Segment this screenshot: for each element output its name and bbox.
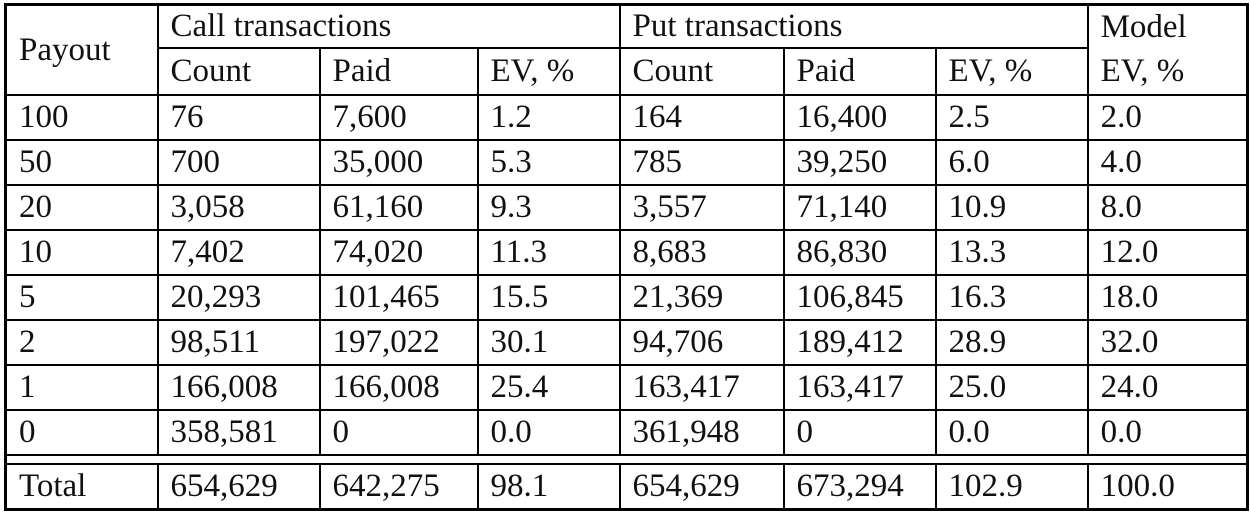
table-row: 10 7,402 74,020 11.3 8,683 86,830 13.3 1… — [4, 229, 1249, 276]
cell-call-ev: 1.2 — [476, 94, 621, 141]
cell-call-count: 166,008 — [156, 364, 321, 411]
column-header-call-paid: Paid — [318, 46, 479, 97]
cell-call-count: 76 — [156, 94, 321, 141]
column-header-call-count: Count — [156, 46, 321, 97]
cell-model-ev: 12.0 — [1086, 229, 1249, 276]
table-row: 2 98,511 197,022 30.1 94,706 189,412 28.… — [4, 319, 1249, 366]
cell-total-call-count: 654,629 — [156, 463, 321, 510]
cell-call-ev: 25.4 — [476, 364, 621, 411]
payout-transactions-table: Payout Call transactions Put transaction… — [4, 3, 1250, 511]
cell-put-count: 94,706 — [618, 319, 785, 366]
cell-model-ev: 0.0 — [1086, 409, 1249, 456]
cell-call-paid: 35,000 — [318, 139, 479, 186]
cell-total-model-ev: 100.0 — [1086, 463, 1249, 510]
column-group-put-transactions: Put transactions — [618, 3, 1089, 49]
cell-total-label: Total — [4, 463, 159, 510]
cell-call-ev: 0.0 — [476, 409, 621, 456]
cell-put-count: 21,369 — [618, 274, 785, 321]
cell-model-ev: 24.0 — [1086, 364, 1249, 411]
cell-put-ev: 10.9 — [934, 184, 1089, 231]
column-header-call-ev: EV, % — [476, 46, 621, 97]
table-row: 0 358,581 0 0.0 361,948 0 0.0 0.0 — [4, 409, 1249, 456]
cell-total-put-count: 654,629 — [618, 463, 785, 510]
cell-call-count: 98,511 — [156, 319, 321, 366]
cell-call-paid: 0 — [318, 409, 479, 456]
cell-put-count: 361,948 — [618, 409, 785, 456]
table-row: 20 3,058 61,160 9.3 3,557 71,140 10.9 8.… — [4, 184, 1249, 231]
cell-call-paid: 7,600 — [318, 94, 479, 141]
cell-model-ev: 2.0 — [1086, 94, 1249, 141]
cell-put-paid: 16,400 — [782, 94, 937, 141]
cell-payout: 10 — [4, 229, 159, 276]
cell-call-paid: 74,020 — [318, 229, 479, 276]
cell-put-paid: 106,845 — [782, 274, 937, 321]
column-header-put-paid: Paid — [782, 46, 937, 97]
cell-call-ev: 30.1 — [476, 319, 621, 366]
cell-call-count: 20,293 — [156, 274, 321, 321]
cell-payout: 50 — [4, 139, 159, 186]
double-rule-separator — [5, 454, 1248, 465]
cell-model-ev: 32.0 — [1086, 319, 1249, 366]
column-header-put-count: Count — [618, 46, 785, 97]
column-header-payout: Payout — [4, 3, 159, 96]
cell-call-paid: 166,008 — [318, 364, 479, 411]
cell-put-ev: 25.0 — [934, 364, 1089, 411]
model-header-line1: Model — [1100, 9, 1187, 45]
cell-payout: 0 — [4, 409, 159, 456]
header-row-groups: Payout Call transactions Put transaction… — [4, 3, 1249, 96]
total-row: Total 654,629 642,275 98.1 654,629 673,2… — [4, 463, 1249, 510]
cell-payout: 5 — [4, 274, 159, 321]
cell-call-paid: 101,465 — [318, 274, 479, 321]
cell-model-ev: 8.0 — [1086, 184, 1249, 231]
cell-call-ev: 15.5 — [476, 274, 621, 321]
header-row-subcolumns: Count Paid EV, % Count Paid EV, % — [6, 46, 1248, 97]
cell-put-ev: 0.0 — [934, 409, 1089, 456]
cell-total-put-paid: 673,294 — [782, 463, 937, 510]
model-header-line2: EV, % — [1100, 53, 1185, 89]
cell-total-call-ev: 98.1 — [476, 463, 621, 510]
cell-put-ev: 6.0 — [934, 139, 1089, 186]
table-row: 5 20,293 101,465 15.5 21,369 106,845 16.… — [4, 274, 1249, 321]
table-row: 50 700 35,000 5.3 785 39,250 6.0 4.0 — [4, 139, 1249, 186]
column-header-put-ev: EV, % — [934, 46, 1089, 97]
cell-call-count: 700 — [156, 139, 321, 186]
cell-put-paid: 39,250 — [782, 139, 937, 186]
cell-call-ev: 11.3 — [476, 229, 621, 276]
cell-put-paid: 86,830 — [782, 229, 937, 276]
cell-put-paid: 0 — [782, 409, 937, 456]
cell-put-count: 785 — [618, 139, 785, 186]
cell-put-count: 164 — [618, 94, 785, 141]
cell-call-ev: 9.3 — [476, 184, 621, 231]
cell-put-count: 163,417 — [618, 364, 785, 411]
cell-call-count: 3,058 — [156, 184, 321, 231]
cell-put-count: 8,683 — [618, 229, 785, 276]
cell-put-ev: 16.3 — [934, 274, 1089, 321]
cell-put-count: 3,557 — [618, 184, 785, 231]
column-group-call-transactions: Call transactions — [156, 3, 621, 49]
cell-payout: 100 — [4, 94, 159, 141]
cell-put-paid: 189,412 — [782, 319, 937, 366]
cell-payout: 1 — [4, 364, 159, 411]
cell-put-ev: 13.3 — [934, 229, 1089, 276]
cell-call-paid: 197,022 — [318, 319, 479, 366]
cell-model-ev: 18.0 — [1086, 274, 1249, 321]
cell-payout: 20 — [4, 184, 159, 231]
table-row: 100 76 7,600 1.2 164 16,400 2.5 2.0 — [4, 94, 1249, 141]
cell-put-ev: 2.5 — [934, 94, 1089, 141]
cell-call-paid: 61,160 — [318, 184, 479, 231]
cell-call-count: 7,402 — [156, 229, 321, 276]
cell-call-count: 358,581 — [156, 409, 321, 456]
cell-total-put-ev: 102.9 — [934, 463, 1089, 510]
cell-model-ev: 4.0 — [1086, 139, 1249, 186]
cell-total-call-paid: 642,275 — [318, 463, 479, 510]
cell-call-ev: 5.3 — [476, 139, 621, 186]
cell-payout: 2 — [4, 319, 159, 366]
cell-put-ev: 28.9 — [934, 319, 1089, 366]
table-row: 1 166,008 166,008 25.4 163,417 163,417 2… — [4, 364, 1249, 411]
cell-put-paid: 163,417 — [782, 364, 937, 411]
cell-put-paid: 71,140 — [782, 184, 937, 231]
column-header-model-ev: Model EV, % — [1086, 3, 1249, 96]
